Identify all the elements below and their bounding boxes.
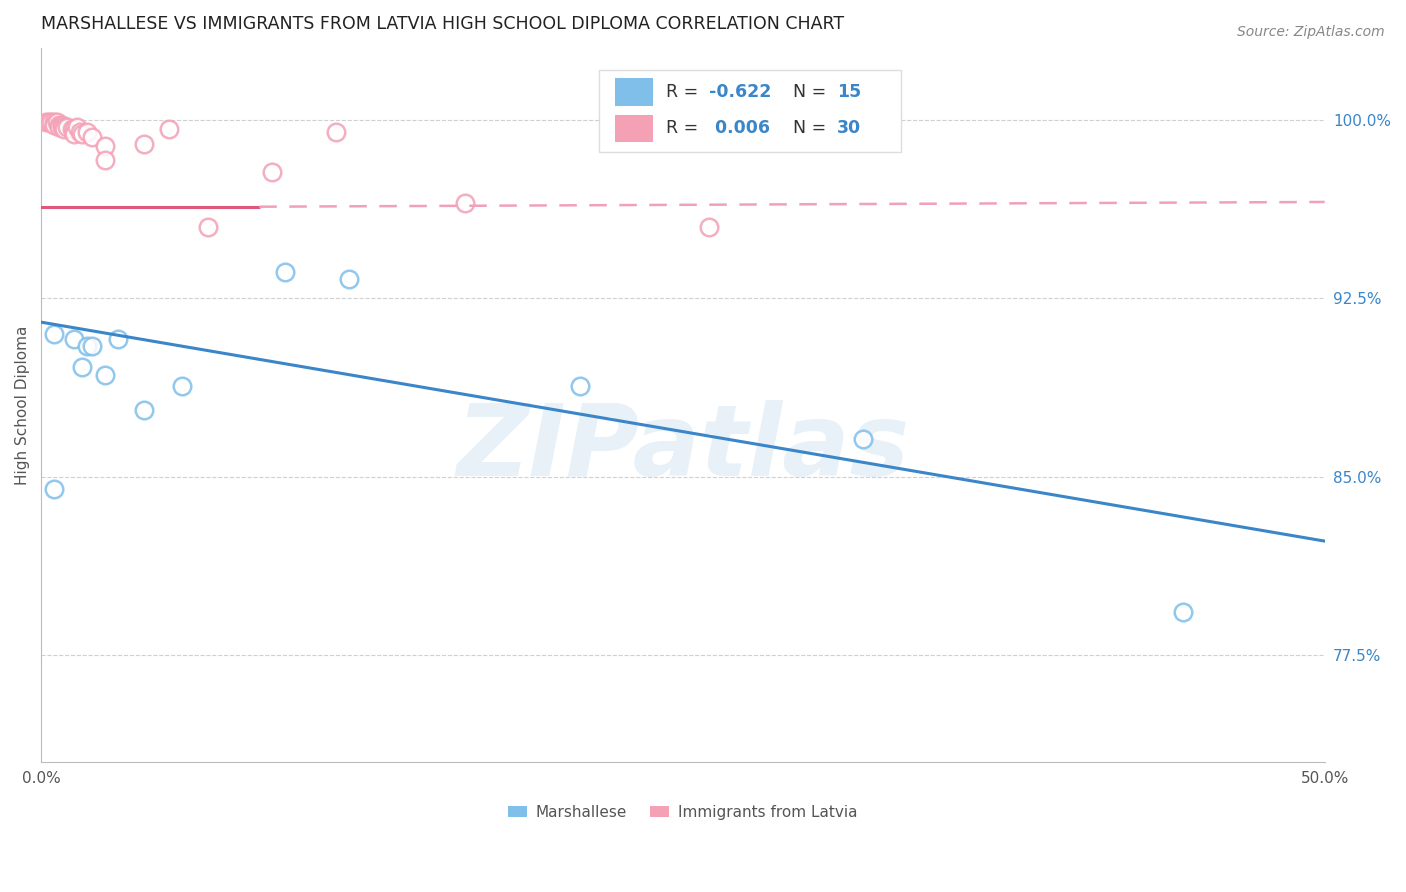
Point bbox=[197, 219, 219, 234]
Point bbox=[325, 125, 347, 139]
Point bbox=[70, 360, 93, 375]
Text: R =: R = bbox=[666, 120, 704, 137]
Point bbox=[94, 153, 117, 168]
Text: 30: 30 bbox=[837, 120, 860, 137]
Point bbox=[51, 120, 73, 134]
Point bbox=[94, 368, 117, 382]
Legend: Marshallese, Immigrants from Latvia: Marshallese, Immigrants from Latvia bbox=[502, 799, 863, 826]
Text: MARSHALLESE VS IMMIGRANTS FROM LATVIA HIGH SCHOOL DIPLOMA CORRELATION CHART: MARSHALLESE VS IMMIGRANTS FROM LATVIA HI… bbox=[41, 15, 844, 33]
Point bbox=[107, 332, 129, 346]
Point bbox=[53, 122, 76, 136]
Text: N =: N = bbox=[782, 120, 831, 137]
Bar bbox=[614, 115, 654, 142]
Point bbox=[63, 122, 86, 136]
Point bbox=[132, 403, 155, 417]
Point bbox=[262, 165, 284, 179]
Point bbox=[852, 432, 875, 446]
Text: 15: 15 bbox=[837, 83, 860, 101]
Point bbox=[55, 120, 77, 134]
Point bbox=[70, 127, 93, 141]
Point bbox=[569, 379, 592, 393]
Point bbox=[274, 265, 297, 279]
Point bbox=[38, 115, 60, 129]
Point bbox=[132, 136, 155, 151]
Bar bbox=[614, 78, 654, 105]
Point bbox=[454, 196, 477, 211]
Point bbox=[1173, 606, 1195, 620]
Point bbox=[45, 115, 67, 129]
FancyBboxPatch shape bbox=[599, 70, 901, 152]
Point bbox=[42, 482, 65, 496]
Point bbox=[697, 219, 720, 234]
Text: Source: ZipAtlas.com: Source: ZipAtlas.com bbox=[1237, 25, 1385, 39]
Point bbox=[42, 118, 65, 132]
Point bbox=[76, 339, 98, 353]
Point bbox=[66, 120, 89, 134]
Point bbox=[42, 115, 65, 129]
Point bbox=[53, 120, 76, 134]
Point bbox=[82, 129, 104, 144]
Point bbox=[42, 326, 65, 341]
Point bbox=[63, 332, 86, 346]
Point bbox=[76, 125, 98, 139]
Point bbox=[82, 339, 104, 353]
Text: R =: R = bbox=[666, 83, 704, 101]
Point bbox=[159, 122, 181, 136]
Point bbox=[337, 272, 360, 286]
Point bbox=[35, 115, 58, 129]
Text: N =: N = bbox=[782, 83, 831, 101]
Y-axis label: High School Diploma: High School Diploma bbox=[15, 326, 30, 485]
Text: 0.006: 0.006 bbox=[709, 120, 769, 137]
Point bbox=[69, 125, 91, 139]
Point bbox=[48, 120, 70, 134]
Point bbox=[63, 127, 86, 141]
Point bbox=[172, 379, 194, 393]
Text: ZIPatlas: ZIPatlas bbox=[457, 400, 910, 497]
Point bbox=[48, 118, 70, 132]
Text: -0.622: -0.622 bbox=[709, 83, 770, 101]
Point bbox=[94, 139, 117, 153]
Point bbox=[51, 118, 73, 132]
Point bbox=[60, 122, 83, 136]
Point bbox=[41, 115, 63, 129]
